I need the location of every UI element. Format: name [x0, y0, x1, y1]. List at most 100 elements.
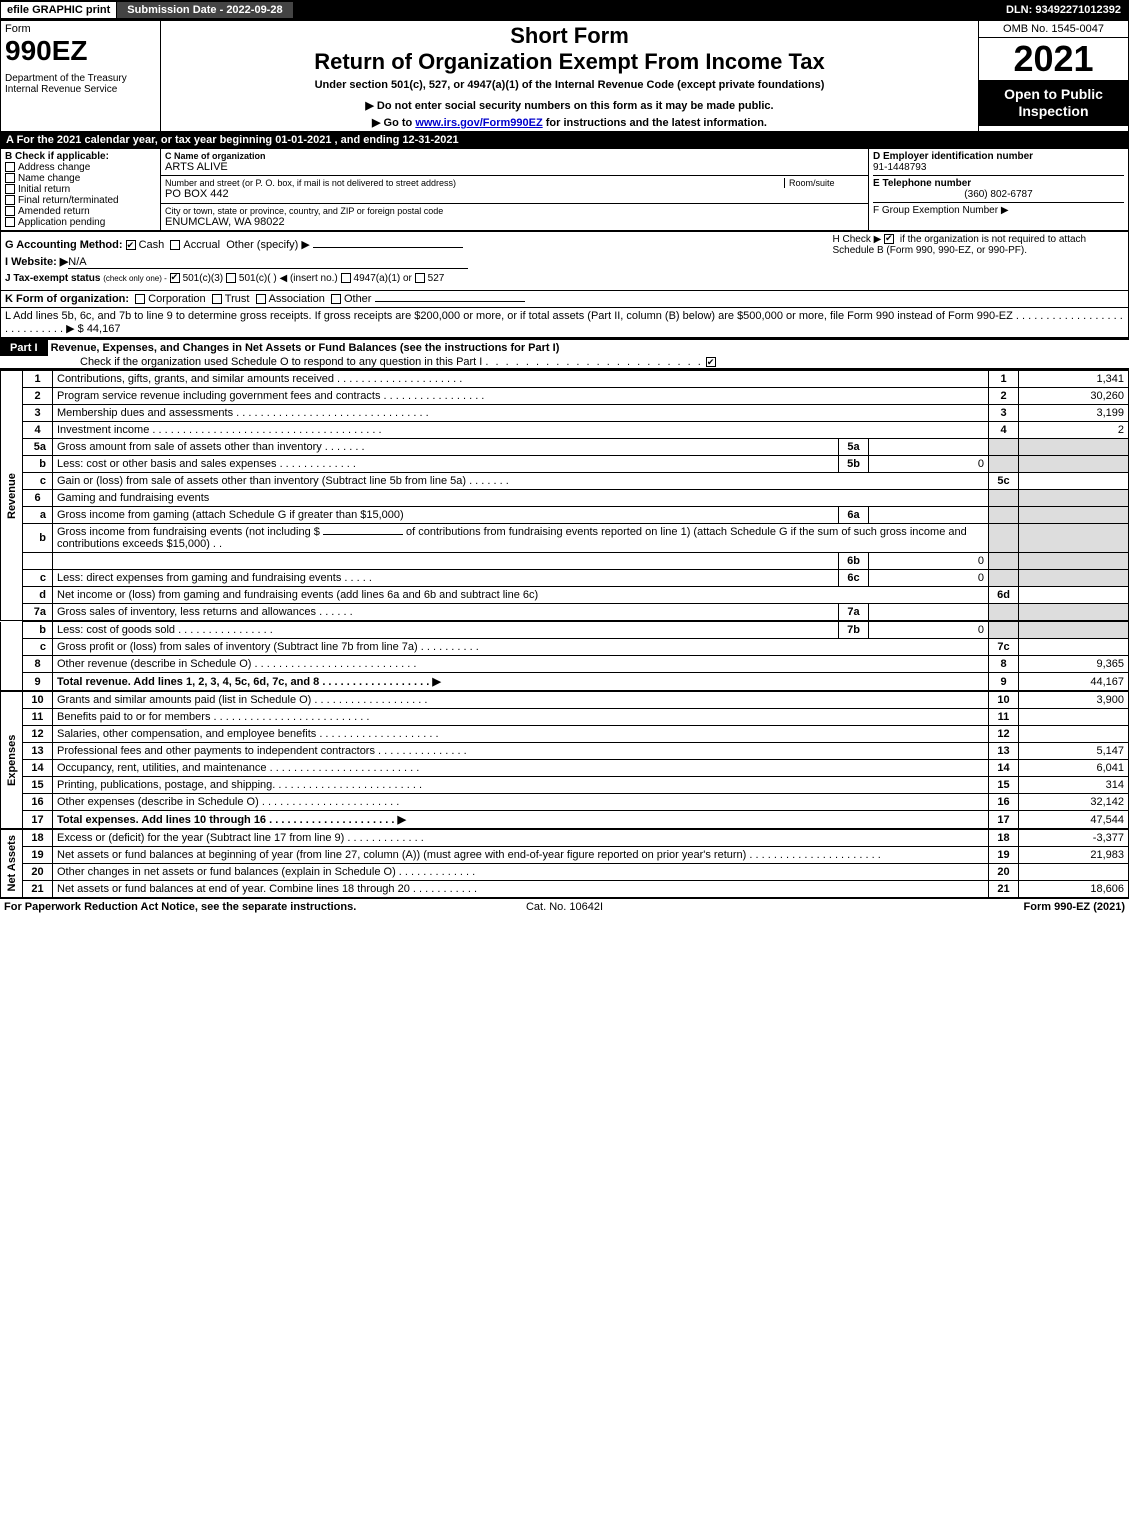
checkbox-4947[interactable] — [341, 273, 351, 283]
cb-label-2: Initial return — [18, 184, 70, 195]
line-6d-label: 6d — [989, 587, 1019, 604]
line-4-desc: Investment income . . . . . . . . . . . … — [53, 422, 989, 439]
checkbox-501c3[interactable] — [170, 273, 180, 283]
cb-label-1: Name change — [18, 173, 80, 184]
section-a: A For the 2021 calendar year, or tax yea… — [0, 132, 1129, 148]
line-21-desc: Net assets or fund balances at end of ye… — [53, 881, 989, 898]
line-8-label: 8 — [989, 656, 1019, 673]
org-name: ARTS ALIVE — [165, 161, 864, 173]
line-5b-desc: Less: cost or other basis and sales expe… — [53, 456, 839, 473]
website-value: N/A — [68, 256, 468, 269]
checkbox-name-change[interactable] — [5, 173, 15, 183]
checkbox-association[interactable] — [256, 294, 266, 304]
line-10-label: 10 — [989, 691, 1019, 709]
checkbox-final-return[interactable] — [5, 195, 15, 205]
line-17-value: 47,544 — [1019, 811, 1129, 830]
checkbox-initial-return[interactable] — [5, 184, 15, 194]
line-7c-desc: Gross profit or (loss) from sales of inv… — [53, 639, 989, 656]
line-13-label: 13 — [989, 743, 1019, 760]
footer-mid: Cat. No. 10642I — [378, 901, 752, 913]
checkbox-schedule-b[interactable] — [884, 234, 894, 244]
section-b-title: B Check if applicable: — [5, 151, 156, 162]
c-name-label: C Name of organization — [165, 151, 864, 161]
street-value: PO BOX 442 — [165, 188, 864, 200]
g-accrual: Accrual — [183, 239, 220, 251]
line-4-label: 4 — [989, 422, 1019, 439]
section-k: K Form of organization: Corporation Trus… — [0, 291, 1129, 308]
open-to-public: Open to Public Inspection — [979, 80, 1128, 126]
l-value: 44,167 — [87, 323, 121, 335]
efile-print-label[interactable]: efile GRAPHIC print — [0, 1, 117, 19]
line-6-desc: Gaming and fundraising events — [53, 490, 989, 507]
other-org-input[interactable] — [375, 301, 525, 302]
checkbox-cash[interactable] — [126, 240, 136, 250]
line-19-label: 19 — [989, 847, 1019, 864]
line-6b-mini-value: 0 — [869, 553, 989, 570]
line-19-value: 21,983 — [1019, 847, 1129, 864]
g-cash: Cash — [139, 239, 165, 251]
line-16-value: 32,142 — [1019, 794, 1129, 811]
cb-label-4: Amended return — [18, 206, 90, 217]
line-15-desc: Printing, publications, postage, and shi… — [53, 777, 989, 794]
checkbox-trust[interactable] — [212, 294, 222, 304]
form-title-cell: Short Form Return of Organization Exempt… — [161, 21, 979, 132]
line-18-desc: Excess or (deficit) for the year (Subtra… — [53, 829, 989, 847]
line-6c-mini-value: 0 — [869, 570, 989, 587]
line-13-desc: Professional fees and other payments to … — [53, 743, 989, 760]
k-opt1: Trust — [225, 293, 250, 305]
footer-right: Form 990-EZ (2021) — [751, 901, 1125, 913]
line-18-label: 18 — [989, 829, 1019, 847]
checkbox-application-pending[interactable] — [5, 217, 15, 227]
part-i-title: Revenue, Expenses, and Changes in Net As… — [51, 342, 560, 354]
checkbox-527[interactable] — [415, 273, 425, 283]
d-ein-label: D Employer identification number — [873, 151, 1124, 162]
main-title: Return of Organization Exempt From Incom… — [165, 49, 974, 75]
street-cell: Number and street (or P. O. box, if mail… — [161, 176, 869, 203]
e-tel-label: E Telephone number — [873, 175, 1124, 189]
checkbox-501c[interactable] — [226, 273, 236, 283]
line-5c-label: 5c — [989, 473, 1019, 490]
line-15-value: 314 — [1019, 777, 1129, 794]
line-14-value: 6,041 — [1019, 760, 1129, 777]
line-2-desc: Program service revenue including govern… — [53, 388, 989, 405]
line-12-label: 12 — [989, 726, 1019, 743]
line-10-desc: Grants and similar amounts paid (list in… — [53, 691, 989, 709]
irs-link[interactable]: www.irs.gov/Form990EZ — [415, 117, 542, 129]
line-8-value: 9,365 — [1019, 656, 1129, 673]
checkbox-other-org[interactable] — [331, 294, 341, 304]
line-6a-mini-label: 6a — [839, 507, 869, 524]
line-7b-mini-value: 0 — [869, 622, 989, 639]
section-l: L Add lines 5b, 6c, and 7b to line 9 to … — [0, 308, 1129, 338]
line-17-label: 17 — [989, 811, 1019, 830]
line-7c-value — [1019, 639, 1129, 656]
checkbox-accrual[interactable] — [170, 240, 180, 250]
line-3-desc: Membership dues and assessments . . . . … — [53, 405, 989, 422]
checkbox-corporation[interactable] — [135, 294, 145, 304]
line-5a-shade2 — [1019, 439, 1129, 456]
expenses-side-label: Expenses — [1, 691, 23, 829]
g-label: G Accounting Method: — [5, 239, 123, 251]
line-20-desc: Other changes in net assets or fund bala… — [53, 864, 989, 881]
k-opt3: Other — [344, 293, 372, 305]
line-21-value: 18,606 — [1019, 881, 1129, 898]
checkbox-address-change[interactable] — [5, 162, 15, 172]
city-label: City or town, state or province, country… — [165, 206, 864, 216]
line-9-desc: Total revenue. Add lines 1, 2, 3, 4, 5c,… — [53, 673, 989, 692]
note2-pre: ▶ Go to — [372, 117, 415, 129]
checkbox-part-i-schedule-o[interactable] — [706, 357, 716, 367]
footer: For Paperwork Reduction Act Notice, see … — [0, 898, 1129, 915]
line-6c-mini-label: 6c — [839, 570, 869, 587]
line-20-label: 20 — [989, 864, 1019, 881]
other-specify-input[interactable] — [313, 247, 463, 248]
line-10-value: 3,900 — [1019, 691, 1129, 709]
checkbox-amended-return[interactable] — [5, 206, 15, 216]
section-d-cell: D Employer identification number 91-1448… — [869, 149, 1129, 231]
city-value: ENUMCLAW, WA 98022 — [165, 216, 864, 228]
section-g-cell: G Accounting Method: Cash Accrual Other … — [1, 232, 829, 291]
line-1-label: 1 — [989, 371, 1019, 388]
line-2-value: 30,260 — [1019, 388, 1129, 405]
part-i-label: Part I — [0, 340, 48, 356]
line-6b-input[interactable] — [323, 534, 403, 535]
short-form-title: Short Form — [165, 23, 974, 49]
line-5a-shade1 — [989, 439, 1019, 456]
